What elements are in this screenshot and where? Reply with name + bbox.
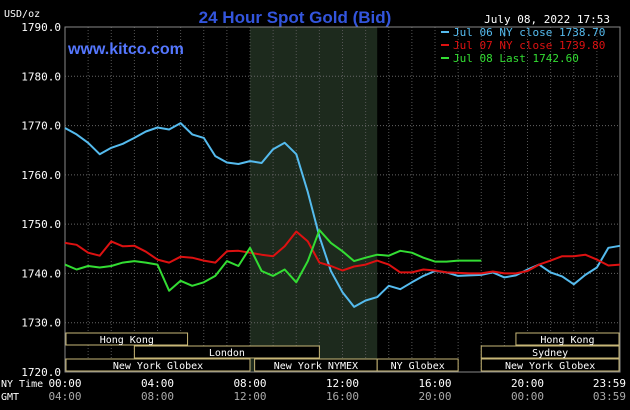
- x-tick-label: 12:00: [233, 390, 266, 403]
- session-bar: [133, 345, 320, 359]
- legend-entry: Jul 07 NY close 1739.80: [453, 39, 605, 52]
- grid-lines: [64, 26, 621, 373]
- y-tick-label: 1760.0: [21, 169, 61, 182]
- x-tick-label: 20:00: [511, 377, 544, 390]
- series-line-1: [64, 122, 621, 308]
- session-label: Hong Kong: [100, 335, 154, 346]
- session-label: NY Globex: [391, 361, 445, 372]
- series-line-2: [64, 230, 621, 275]
- y-tick-label: 1780.0: [21, 70, 61, 83]
- x-tick-label: 08:00: [141, 390, 174, 403]
- x-tick-label: 04:00: [141, 377, 174, 390]
- legend-entry: Jul 06 NY close 1738.70: [453, 26, 605, 39]
- session-bar: [65, 332, 189, 346]
- session-bars: Hong Kong London New York Globex New York N…: [65, 332, 620, 372]
- x-row-label: GMT: [1, 392, 19, 403]
- chart-title: 24 Hour Spot Gold (Bid): [199, 8, 392, 27]
- x-tick-label: 04:00: [48, 390, 81, 403]
- plot-frame: [64, 26, 621, 373]
- x-tick-label: 08:00: [233, 377, 266, 390]
- y-tick-label: 1730.0: [21, 317, 61, 330]
- session-bar: [376, 358, 459, 372]
- highlight-band: [250, 27, 378, 372]
- y-tick-label: 1790.0: [21, 21, 61, 34]
- session-label: Hong Kong: [540, 335, 594, 346]
- session-bar: [65, 358, 251, 372]
- series-lines: [64, 122, 621, 308]
- y-tick-label: 1720.0: [21, 366, 61, 379]
- x-tick-label: 00:00: [511, 390, 544, 403]
- session-label: New York Globex: [505, 361, 595, 372]
- session-label: London: [209, 348, 245, 359]
- x-tick-labels: NY Time 00:00 04:00 08:00 12:00 16:00 20:00 23:…: [1, 377, 626, 403]
- y-tick-label: 1750.0: [21, 218, 61, 231]
- y-tick-label: 1740.0: [21, 267, 61, 280]
- x-tick-label: 20:00: [418, 390, 451, 403]
- x-tick-label: 00:00: [48, 377, 81, 390]
- y-axis-label: USD/oz: [4, 9, 40, 20]
- y-tick-label: 1770.0: [21, 120, 61, 133]
- legend-entry: Jul 08 Last 1742.60: [453, 52, 579, 65]
- x-tick-label: 03:59: [593, 390, 626, 403]
- x-tick-label: 16:00: [418, 377, 451, 390]
- session-bar: [480, 345, 620, 359]
- y-tick-labels: 1790.0 1780.0 1770.0 1760.0 1750.0 1740.0 1730…: [21, 21, 61, 379]
- watermark: www.kitco.com: [67, 41, 184, 58]
- x-tick-label: 12:00: [326, 377, 359, 390]
- x-tick-label: 23:59: [593, 377, 626, 390]
- x-tick-label: 16:00: [326, 390, 359, 403]
- x-row-label: NY Time: [1, 379, 43, 390]
- session-label: Sydney: [532, 348, 568, 359]
- series-line-3: [64, 229, 482, 292]
- timestamp: July 08, 2022 17:53: [484, 13, 610, 26]
- session-label: New York NYMEX: [274, 361, 358, 372]
- session-bar: [480, 358, 620, 372]
- session-bar: [515, 332, 620, 346]
- session-label: New York Globex: [113, 361, 203, 372]
